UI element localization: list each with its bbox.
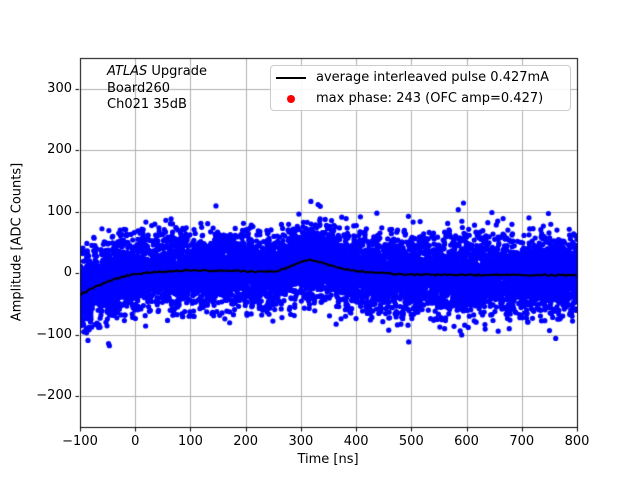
x-tick-label: 400 [343,434,369,449]
annotation-line-2: Board260 [107,80,171,96]
legend-marker-cell [276,76,306,79]
annotation-line-1: ATLAS Upgrade [107,64,207,81]
x-tick-label: 800 [564,434,590,449]
annotation-upgrade-text: Upgrade [147,64,207,79]
x-tick-label: 500 [398,434,424,449]
annotation-atlas-text: ATLAS [107,64,148,79]
x-tick-label: 0 [131,434,140,449]
y-tick-label: 300 [47,80,72,96]
line-sample-icon [276,76,306,79]
y-tick-label: −200 [36,388,72,404]
y-tick-label: 0 [63,265,72,281]
x-tick-label: 300 [288,434,314,449]
y-tick-label: 200 [47,142,72,158]
y-axis-label: Amplitude [ADC Counts] [9,162,25,322]
red-dot-icon [287,94,295,103]
legend-entry-max-phase: max phase: 243 (OFC amp=0.427) [271,88,570,109]
x-tick-label: 200 [233,434,259,449]
x-axis-label: Time [ns] [297,452,359,467]
x-tick-label: 700 [509,434,535,449]
plot-annotation: ATLAS Upgrade Board260 Ch021 35dB [107,64,207,114]
legend-marker-cell [276,94,306,103]
legend: average interleaved pulse 0.427mA max ph… [270,65,571,111]
legend-label-average-pulse: average interleaved pulse 0.427mA [316,70,550,85]
x-tick-label: −100 [62,434,98,449]
y-tick-label: −100 [36,326,72,342]
annotation-line-3: Ch021 35dB [107,97,187,112]
x-tick-label: 100 [178,434,203,449]
legend-label-max-phase: max phase: 243 (OFC amp=0.427) [316,91,544,106]
y-tick-label: 100 [47,203,72,219]
legend-entry-average-pulse: average interleaved pulse 0.427mA [271,67,570,88]
x-tick-label: 600 [454,434,479,449]
